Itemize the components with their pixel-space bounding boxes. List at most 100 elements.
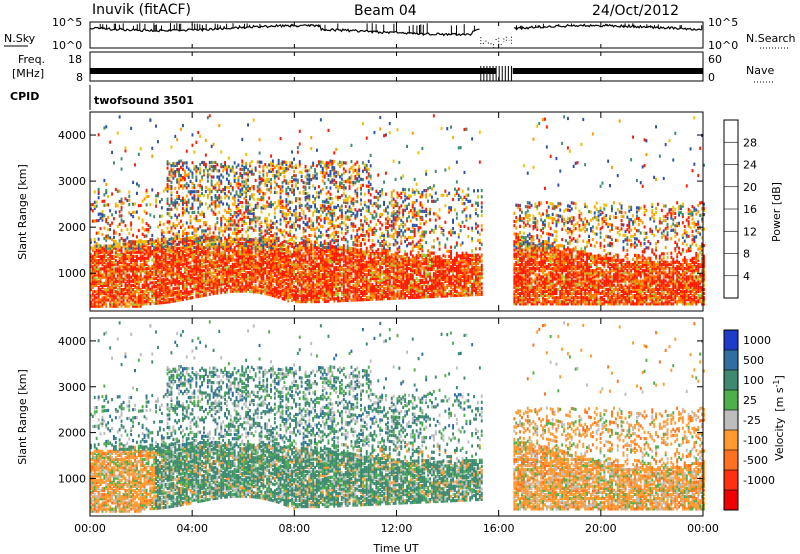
power-cell bbox=[111, 304, 113, 308]
power-cell bbox=[197, 245, 200, 249]
power-cell bbox=[153, 262, 156, 266]
power-cell bbox=[191, 235, 194, 240]
power-cell bbox=[358, 165, 361, 169]
power-cell bbox=[118, 252, 121, 256]
power-cell bbox=[164, 244, 167, 248]
power-cell bbox=[182, 256, 184, 260]
power-cell bbox=[97, 298, 100, 302]
power-cell bbox=[331, 165, 334, 169]
power-cell bbox=[270, 223, 272, 227]
power-cell bbox=[180, 159, 182, 163]
power-cell bbox=[141, 267, 144, 271]
power-cell bbox=[183, 293, 186, 297]
power-cell bbox=[199, 134, 202, 138]
power-cell bbox=[145, 252, 148, 256]
power-cell bbox=[344, 238, 347, 242]
power-cell bbox=[272, 283, 274, 287]
power-cell bbox=[139, 304, 142, 308]
power-cell bbox=[114, 246, 117, 250]
power-cell bbox=[176, 267, 179, 271]
power-cell bbox=[358, 239, 361, 243]
power-cell bbox=[97, 237, 100, 241]
power-cell bbox=[287, 233, 290, 237]
power-cell bbox=[206, 187, 209, 191]
power-cell bbox=[189, 190, 192, 194]
power-cell bbox=[91, 246, 94, 250]
power-cell bbox=[114, 204, 117, 208]
power-cell bbox=[113, 279, 115, 283]
power-cell bbox=[90, 279, 92, 283]
power-cell bbox=[170, 272, 173, 277]
power-cell bbox=[137, 281, 140, 285]
power-cell bbox=[90, 304, 92, 308]
power-cell bbox=[120, 250, 123, 254]
power-cell bbox=[139, 300, 142, 304]
power-cell bbox=[128, 294, 131, 298]
power-cell bbox=[187, 255, 190, 259]
power-cell bbox=[136, 256, 138, 261]
power-cell bbox=[233, 227, 236, 231]
power-cell bbox=[199, 277, 202, 282]
power-cell bbox=[308, 297, 311, 302]
power-cell bbox=[168, 242, 171, 246]
power-cell bbox=[314, 287, 316, 291]
power-cell bbox=[183, 270, 186, 274]
power-cell bbox=[182, 211, 184, 215]
power-cell bbox=[206, 264, 209, 268]
power-cell bbox=[97, 273, 100, 277]
power-cell bbox=[218, 278, 221, 282]
power-cell bbox=[90, 265, 92, 269]
power-cell bbox=[91, 304, 94, 308]
power-cell bbox=[111, 256, 113, 261]
power-cell bbox=[120, 288, 123, 292]
power-cell bbox=[180, 219, 182, 223]
power-cell bbox=[185, 231, 188, 235]
power-cell bbox=[335, 174, 338, 178]
power-cell bbox=[130, 250, 133, 254]
power-cell bbox=[327, 233, 330, 238]
power-cell bbox=[203, 237, 205, 241]
power-cell bbox=[155, 124, 157, 128]
power-cell bbox=[99, 271, 102, 275]
power-cell bbox=[151, 299, 154, 304]
power-cell bbox=[350, 271, 353, 275]
power-cell bbox=[182, 281, 184, 285]
power-cell bbox=[264, 233, 267, 237]
power-cell bbox=[318, 222, 320, 226]
power-cell bbox=[130, 246, 133, 250]
power-cell bbox=[339, 214, 341, 218]
power-cell bbox=[262, 165, 265, 169]
power-cell bbox=[304, 164, 307, 169]
power-cell bbox=[193, 229, 196, 233]
power-cell bbox=[174, 205, 177, 209]
power-cell bbox=[327, 173, 330, 177]
power-cell bbox=[122, 242, 125, 246]
power-cell bbox=[237, 198, 240, 202]
power-cell bbox=[191, 264, 194, 269]
power-cell bbox=[160, 282, 163, 286]
power-cell bbox=[210, 144, 213, 148]
power-cell bbox=[176, 138, 179, 142]
power-cell bbox=[95, 300, 98, 304]
power-cell bbox=[147, 298, 150, 302]
power-cell bbox=[99, 227, 102, 231]
power-cell bbox=[145, 302, 148, 306]
power-cell bbox=[151, 252, 154, 256]
power-cell bbox=[272, 221, 274, 225]
power-cell bbox=[339, 181, 341, 185]
power-cell bbox=[323, 245, 326, 250]
power-cell bbox=[283, 287, 286, 291]
power-cell bbox=[352, 247, 355, 251]
power-cell bbox=[273, 236, 276, 240]
power-cell bbox=[227, 204, 230, 208]
power-cell bbox=[295, 163, 297, 167]
power-cell bbox=[254, 203, 257, 207]
power-cell bbox=[143, 294, 146, 298]
power-cell bbox=[231, 287, 234, 291]
power-cell bbox=[218, 194, 221, 198]
power-cell bbox=[239, 277, 242, 281]
power-cell bbox=[321, 200, 324, 204]
power-cell bbox=[99, 304, 102, 308]
power-cell bbox=[120, 218, 123, 222]
power-cell bbox=[273, 207, 276, 211]
